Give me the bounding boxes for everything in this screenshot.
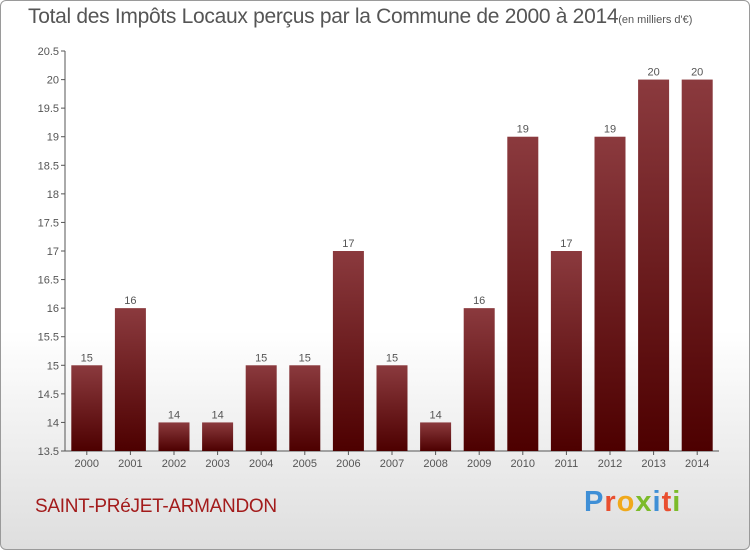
- data-label: 14: [429, 409, 441, 421]
- y-tick-label: 17.5: [38, 217, 59, 229]
- y-tick-label: 14: [47, 417, 59, 429]
- x-tick-label: 2007: [380, 458, 404, 470]
- x-tick-label: 2005: [293, 458, 317, 470]
- brand-letter: i: [652, 486, 662, 518]
- x-tick-label: 2012: [598, 458, 622, 470]
- x-tick-label: 2002: [162, 458, 186, 470]
- y-tick-label: 15.5: [38, 332, 59, 344]
- x-tick-label: 2011: [555, 458, 579, 470]
- y-tick-label: 18.5: [38, 160, 59, 172]
- y-tick-label: 16.5: [38, 275, 59, 287]
- bar: [507, 136, 539, 451]
- data-label: 17: [342, 238, 354, 250]
- brand-letter: t: [661, 486, 673, 518]
- bar: [289, 365, 321, 451]
- bar: [114, 308, 146, 451]
- data-label: 15: [386, 352, 398, 364]
- data-label: 19: [604, 124, 616, 136]
- x-tick-label: 2006: [336, 458, 360, 470]
- data-label: 17: [560, 238, 572, 250]
- x-tick-label: 2000: [75, 458, 99, 470]
- bar: [420, 422, 452, 451]
- x-tick-label: 2009: [467, 458, 491, 470]
- brand-letter: i: [672, 486, 682, 518]
- bar: [376, 365, 408, 451]
- data-label: 16: [473, 295, 485, 307]
- y-tick-label: 15: [47, 360, 59, 372]
- brand-letter: x: [635, 486, 653, 518]
- x-tick-label: 2014: [685, 458, 709, 470]
- y-tick-label: 19.5: [38, 103, 59, 115]
- bar: [245, 365, 277, 451]
- data-label: 19: [517, 124, 529, 136]
- commune-name: SAINT-PRéJET-ARMANDON: [35, 496, 277, 517]
- bar: [332, 251, 364, 451]
- x-tick-label: 2013: [641, 458, 665, 470]
- data-label: 15: [81, 352, 93, 364]
- data-label: 20: [691, 67, 703, 79]
- y-tick-label: 19: [47, 132, 59, 144]
- bar: [71, 365, 103, 451]
- bar: [463, 308, 495, 451]
- y-tick-label: 13.5: [38, 446, 59, 458]
- x-tick-label: 2004: [249, 458, 273, 470]
- proxiti-logo[interactable]: Proxiti: [584, 486, 681, 519]
- bar: [158, 422, 190, 451]
- data-label: 14: [168, 409, 180, 421]
- x-tick-label: 2001: [118, 458, 142, 470]
- brand-letter: o: [616, 486, 636, 518]
- bar: [681, 79, 713, 452]
- data-label: 14: [211, 409, 223, 421]
- data-label: 15: [299, 352, 311, 364]
- x-tick-label: 2003: [205, 458, 229, 470]
- brand-letter: r: [604, 486, 617, 518]
- y-tick-label: 18: [47, 189, 59, 201]
- y-tick-label: 14.5: [38, 389, 59, 401]
- x-tick-label: 2008: [423, 458, 447, 470]
- data-label: 15: [255, 352, 267, 364]
- title-unit: (en milliers d'€): [618, 14, 693, 26]
- bar: [202, 422, 234, 451]
- y-tick-label: 16: [47, 303, 59, 315]
- x-tick-label: 2010: [511, 458, 535, 470]
- bar: [594, 136, 626, 451]
- y-tick-label: 20.5: [38, 46, 59, 58]
- data-label: 20: [647, 67, 659, 79]
- title-text: Total des Impôts Locaux perçus par la Co…: [28, 5, 619, 28]
- y-tick-label: 17: [47, 246, 59, 258]
- data-label: 16: [124, 295, 136, 307]
- brand-letter: P: [584, 486, 605, 518]
- y-tick-label: 20: [47, 75, 59, 87]
- chart-title: Total des Impôts Locaux perçus par la Co…: [28, 5, 692, 29]
- bar: [638, 79, 670, 452]
- bar: [550, 251, 582, 451]
